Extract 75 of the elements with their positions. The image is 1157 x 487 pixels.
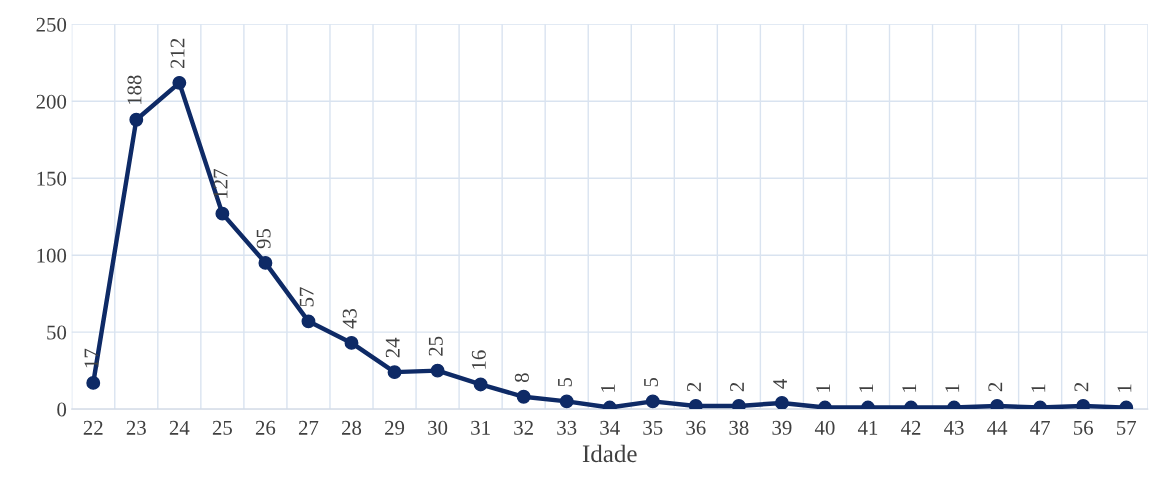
x-tick-label: 31: [471, 420, 490, 435]
x-tick-label: 32: [514, 420, 533, 435]
data-label: 212: [170, 38, 185, 69]
data-label: 43: [342, 309, 357, 329]
data-label: 1: [859, 384, 873, 392]
point: [387, 365, 402, 380]
x-tick-label: 57: [1117, 421, 1137, 435]
point: [172, 75, 187, 90]
x-tick-label: 40: [814, 420, 835, 435]
data-label: 8: [514, 373, 529, 383]
y-tick-label: 150: [37, 171, 67, 186]
data-label: 5: [558, 377, 572, 387]
y-tick-label: 250: [36, 17, 67, 32]
point: [258, 255, 273, 270]
data-label: 2: [1074, 382, 1089, 392]
point: [990, 399, 1005, 410]
data-label: 2: [988, 382, 1003, 392]
x-tick-label: 35: [643, 420, 663, 435]
point: [344, 335, 359, 350]
x-tick-label: 24: [169, 420, 190, 435]
x-tick-label: 38: [729, 420, 749, 435]
x-tick-label: 28: [341, 420, 362, 435]
data-label: 4: [773, 378, 787, 389]
point: [86, 375, 101, 390]
data-label: 2: [687, 382, 701, 392]
x-tick-label: 36: [686, 420, 706, 435]
point: [473, 377, 488, 392]
x-tick-label: 27: [298, 420, 319, 435]
point: [129, 112, 144, 127]
point: [688, 399, 703, 410]
data-label: 16: [471, 350, 486, 369]
point: [516, 389, 531, 404]
x-tick-label: 34: [600, 420, 620, 435]
x-axis-title: Idade: [582, 444, 637, 463]
point: [774, 395, 789, 410]
data-label: 17: [84, 348, 99, 368]
x-tick-label: 39: [772, 420, 792, 435]
point: [215, 206, 230, 221]
point: [430, 363, 445, 378]
x-tick-label: 23: [126, 420, 146, 435]
x-tick-label: 22: [83, 420, 103, 435]
data-label: 188: [127, 75, 142, 105]
x-tick-label: 56: [1073, 420, 1093, 435]
x-tick-label: 29: [385, 420, 405, 435]
point: [645, 394, 660, 409]
data-label: 24: [385, 337, 400, 358]
point: [1076, 399, 1091, 410]
x-tick-label: 42: [901, 420, 921, 435]
x-tick-label: 41: [857, 420, 878, 435]
data-label: 5: [644, 377, 658, 387]
data-label: 1: [945, 384, 960, 392]
x-tick-label: 25: [212, 420, 232, 435]
data-label: 1: [1117, 384, 1132, 392]
point: [731, 399, 746, 410]
x-tick-label: 43: [944, 420, 964, 435]
data-label: 1: [1031, 384, 1046, 392]
data-label: 1: [601, 384, 615, 392]
data-label: 1: [902, 384, 917, 392]
data-label: 95: [256, 228, 271, 249]
data-label: 1: [816, 384, 830, 392]
y-tick-label: 0: [57, 402, 67, 417]
data-label: 25: [428, 336, 443, 356]
data-label: 2: [730, 382, 744, 392]
data-label: 57: [299, 287, 314, 307]
x-tick-label: 47: [1030, 420, 1050, 435]
x-tick-label: 30: [428, 420, 448, 435]
y-tick-label: 200: [36, 94, 67, 109]
data-label: 127: [213, 169, 228, 198]
x-tick-label: 26: [255, 420, 276, 435]
x-tick-label: 44: [987, 420, 1008, 435]
x-tick-label: 33: [557, 420, 577, 435]
y-tick-label: 100: [37, 248, 67, 263]
y-tick-label: 50: [47, 325, 67, 340]
point: [559, 394, 574, 409]
point: [301, 314, 316, 329]
